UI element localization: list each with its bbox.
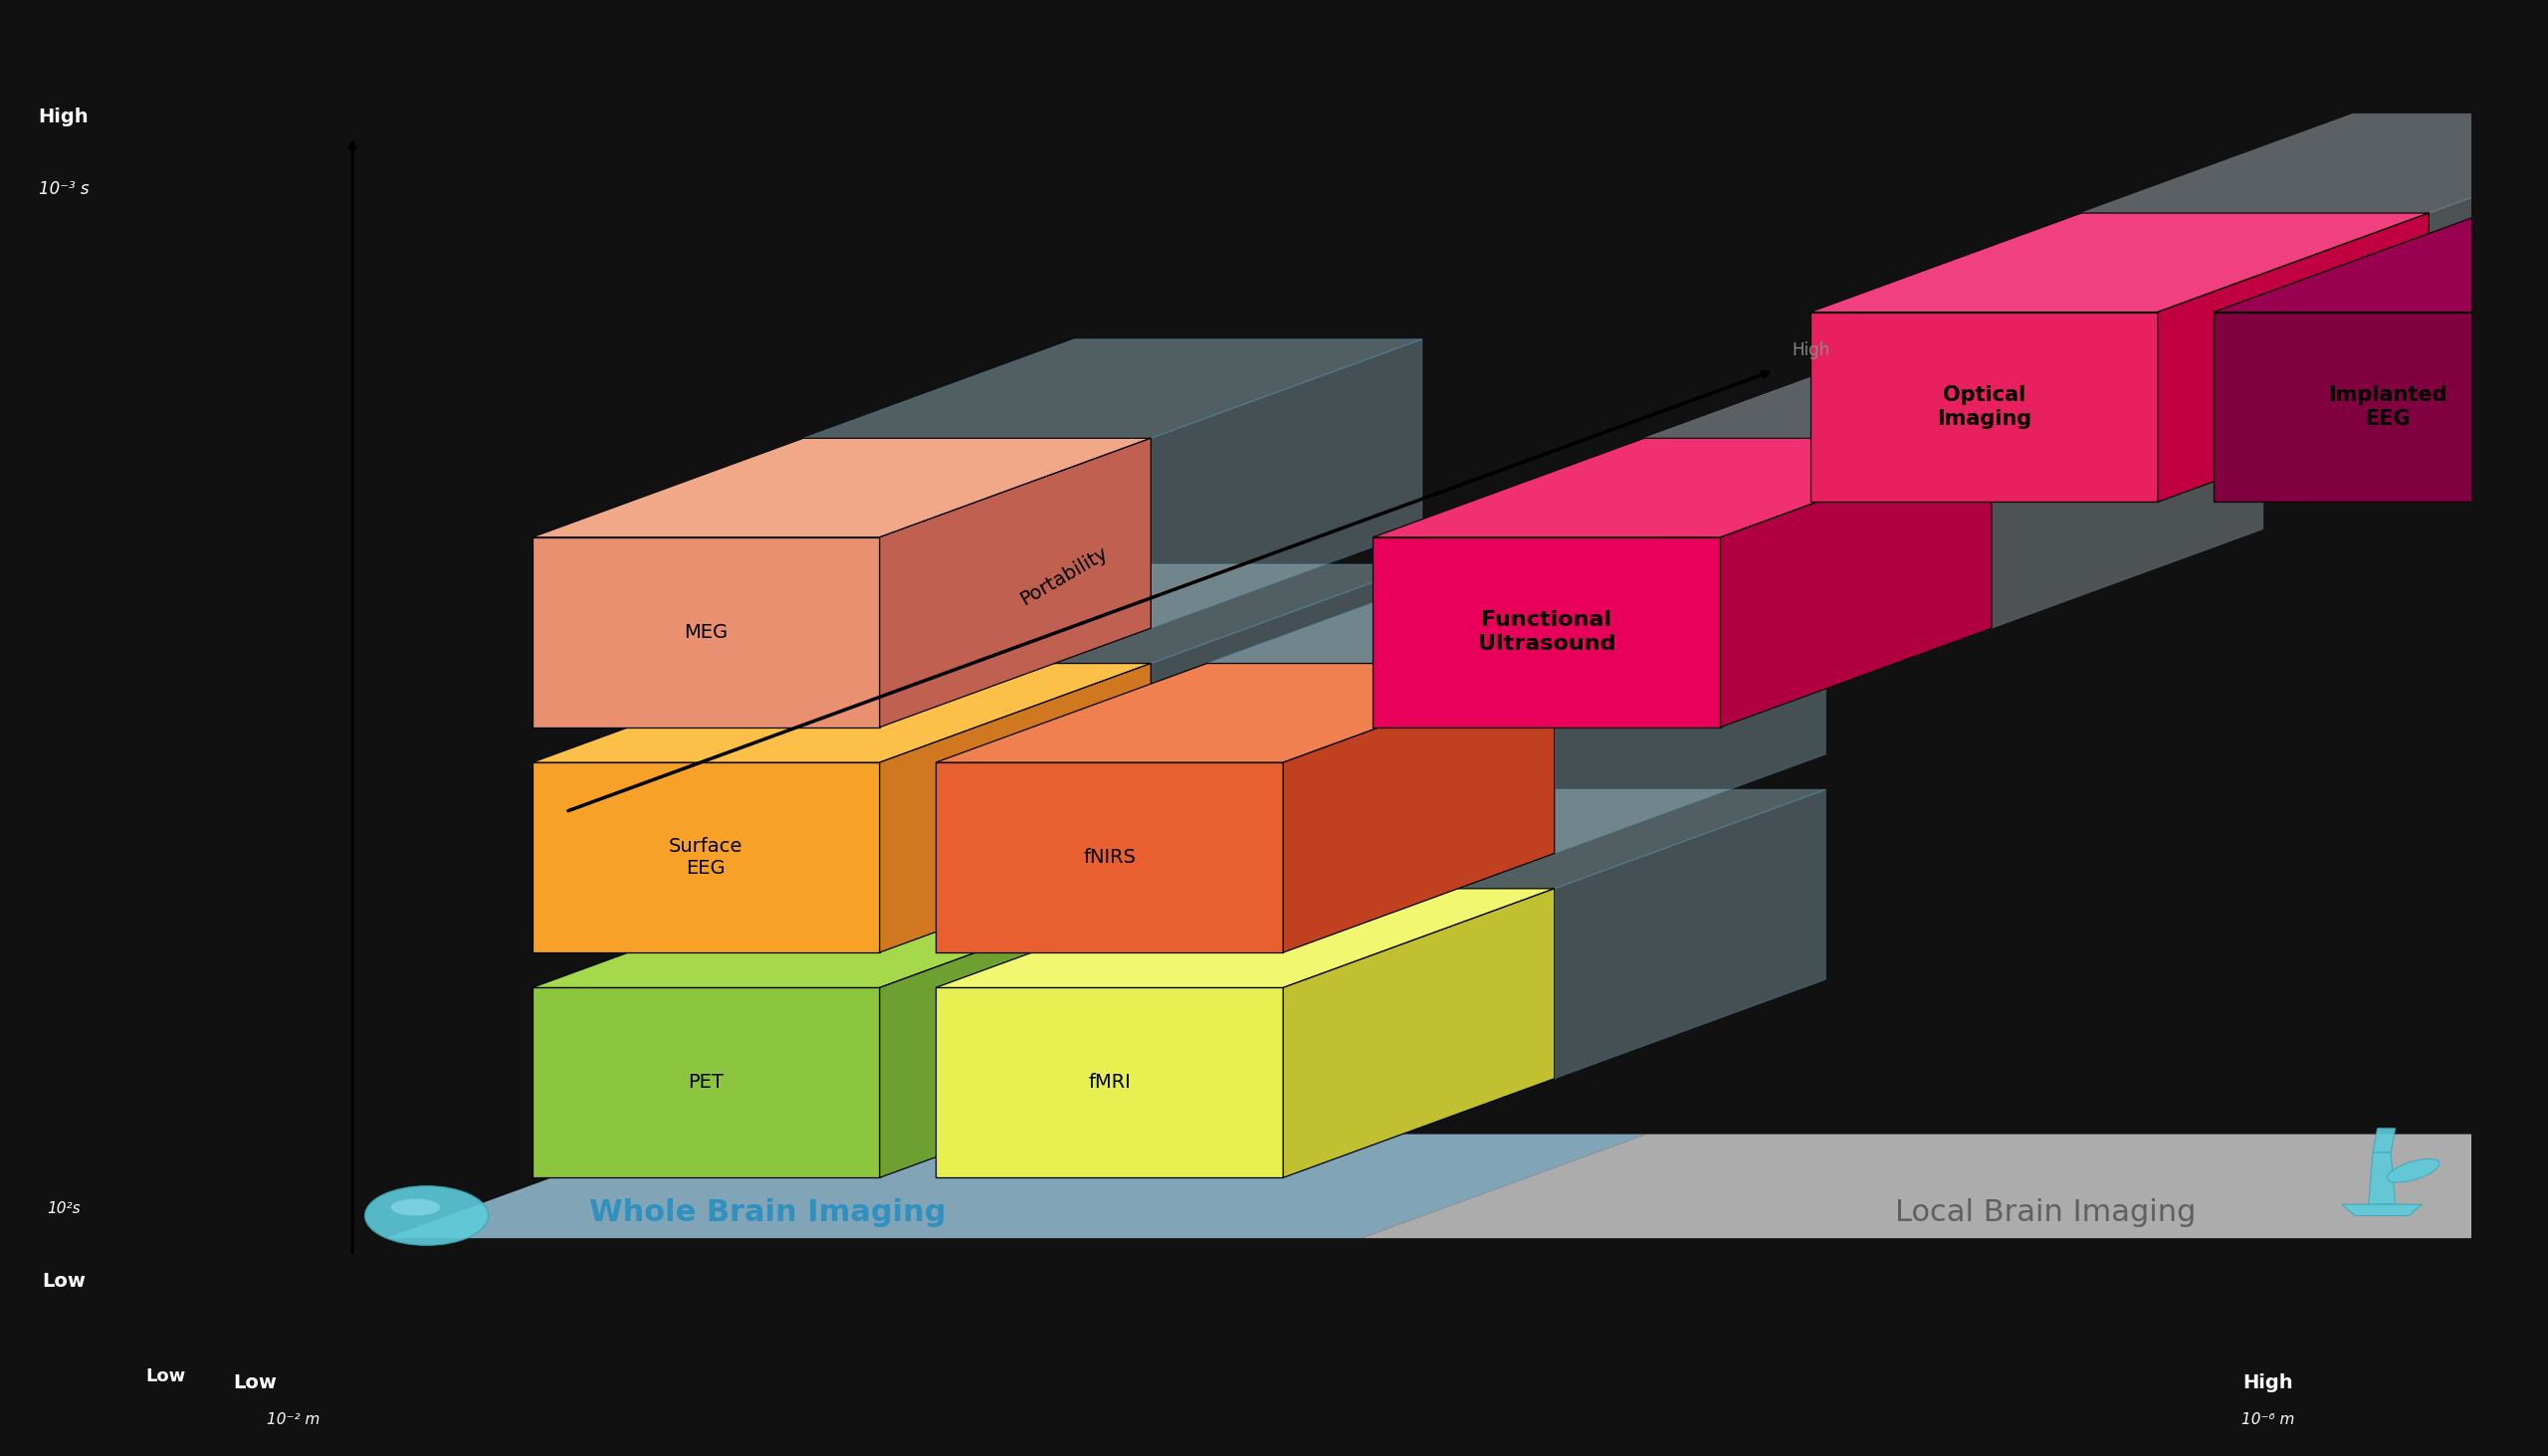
Polygon shape bbox=[1361, 1134, 2548, 1238]
Polygon shape bbox=[533, 888, 1152, 987]
Text: PET: PET bbox=[688, 1073, 724, 1092]
Polygon shape bbox=[1373, 438, 1993, 537]
Text: Functional
Ultrasound: Functional Ultrasound bbox=[1478, 610, 1615, 654]
Polygon shape bbox=[2082, 114, 2548, 213]
Polygon shape bbox=[1643, 339, 2263, 438]
Polygon shape bbox=[879, 438, 1152, 728]
Text: MEG: MEG bbox=[683, 623, 729, 642]
Polygon shape bbox=[2214, 213, 2548, 312]
Text: 10²s: 10²s bbox=[46, 1201, 82, 1216]
Polygon shape bbox=[2214, 312, 2548, 502]
Polygon shape bbox=[879, 438, 1152, 728]
Polygon shape bbox=[533, 763, 879, 952]
Text: High: High bbox=[2242, 1374, 2293, 1392]
Polygon shape bbox=[935, 763, 1284, 952]
Polygon shape bbox=[2372, 1128, 2395, 1152]
Polygon shape bbox=[879, 664, 1152, 952]
Polygon shape bbox=[2342, 1204, 2423, 1216]
Polygon shape bbox=[533, 537, 879, 728]
Text: Low: Low bbox=[41, 1273, 87, 1290]
Polygon shape bbox=[1152, 565, 1422, 853]
Ellipse shape bbox=[364, 1187, 489, 1245]
Polygon shape bbox=[533, 664, 1152, 763]
Text: Surface
EEG: Surface EEG bbox=[668, 837, 744, 878]
Polygon shape bbox=[879, 888, 1152, 1178]
Polygon shape bbox=[935, 888, 1554, 987]
Polygon shape bbox=[387, 1134, 1646, 1238]
Polygon shape bbox=[1152, 789, 1422, 1079]
Polygon shape bbox=[935, 987, 1284, 1178]
Polygon shape bbox=[1809, 312, 2158, 502]
Polygon shape bbox=[803, 888, 1152, 1079]
Polygon shape bbox=[1208, 565, 1827, 664]
Polygon shape bbox=[533, 438, 1152, 537]
Polygon shape bbox=[1284, 888, 1554, 1178]
Text: Low: Low bbox=[232, 1374, 278, 1392]
Polygon shape bbox=[879, 664, 1152, 952]
Text: High: High bbox=[1791, 341, 1829, 360]
Text: Optical
Imaging: Optical Imaging bbox=[1936, 386, 2031, 430]
Polygon shape bbox=[2158, 213, 2428, 502]
Polygon shape bbox=[803, 339, 1422, 438]
Polygon shape bbox=[879, 888, 1152, 1178]
Polygon shape bbox=[533, 888, 1152, 987]
Polygon shape bbox=[1373, 537, 1720, 728]
Polygon shape bbox=[803, 664, 1152, 853]
Polygon shape bbox=[1284, 888, 1554, 1178]
Polygon shape bbox=[935, 987, 1284, 1178]
Polygon shape bbox=[1809, 312, 2158, 502]
Polygon shape bbox=[1993, 339, 2263, 628]
Polygon shape bbox=[533, 987, 879, 1178]
Polygon shape bbox=[1554, 789, 1827, 1079]
Text: Whole Brain Imaging: Whole Brain Imaging bbox=[589, 1198, 945, 1227]
Polygon shape bbox=[2158, 213, 2428, 502]
Text: Low: Low bbox=[145, 1367, 186, 1385]
Text: 10⁻² m: 10⁻² m bbox=[268, 1412, 318, 1427]
Polygon shape bbox=[1284, 664, 1554, 952]
Text: High: High bbox=[38, 108, 89, 125]
Ellipse shape bbox=[390, 1198, 441, 1216]
Polygon shape bbox=[1373, 537, 1720, 728]
Polygon shape bbox=[533, 537, 879, 728]
Polygon shape bbox=[2214, 213, 2548, 312]
Polygon shape bbox=[935, 888, 1554, 987]
Text: 10⁻⁶ m: 10⁻⁶ m bbox=[2242, 1412, 2293, 1427]
Text: fNIRS: fNIRS bbox=[1083, 847, 1136, 866]
Polygon shape bbox=[935, 664, 1554, 763]
Polygon shape bbox=[1208, 664, 1554, 853]
Polygon shape bbox=[1809, 213, 2428, 312]
Polygon shape bbox=[1208, 888, 1554, 1079]
Polygon shape bbox=[1152, 339, 1422, 628]
Polygon shape bbox=[1643, 438, 1993, 628]
Text: Portability: Portability bbox=[1017, 543, 1111, 609]
Polygon shape bbox=[1373, 438, 1993, 537]
Polygon shape bbox=[2484, 114, 2548, 213]
Polygon shape bbox=[533, 664, 1152, 763]
Polygon shape bbox=[2370, 1152, 2395, 1204]
Polygon shape bbox=[1554, 565, 1827, 853]
Ellipse shape bbox=[2387, 1159, 2438, 1182]
Text: Implanted
EEG: Implanted EEG bbox=[2329, 386, 2446, 430]
Polygon shape bbox=[1284, 664, 1554, 952]
Text: 10⁻³ s: 10⁻³ s bbox=[38, 181, 89, 198]
Text: fMRI: fMRI bbox=[1088, 1073, 1131, 1092]
Polygon shape bbox=[1720, 438, 1993, 728]
Polygon shape bbox=[935, 763, 1284, 952]
Polygon shape bbox=[533, 987, 879, 1178]
Text: Local Brain Imaging: Local Brain Imaging bbox=[1896, 1198, 2196, 1227]
Polygon shape bbox=[935, 664, 1554, 763]
Polygon shape bbox=[803, 789, 1422, 888]
Polygon shape bbox=[533, 438, 1152, 537]
Polygon shape bbox=[803, 438, 1152, 628]
Polygon shape bbox=[533, 763, 879, 952]
Polygon shape bbox=[2214, 312, 2548, 502]
Polygon shape bbox=[803, 565, 1422, 664]
Polygon shape bbox=[1208, 789, 1827, 888]
Polygon shape bbox=[1809, 213, 2428, 312]
Polygon shape bbox=[1720, 438, 1993, 728]
Polygon shape bbox=[2484, 213, 2548, 403]
Polygon shape bbox=[2082, 213, 2428, 403]
Polygon shape bbox=[2428, 114, 2548, 403]
